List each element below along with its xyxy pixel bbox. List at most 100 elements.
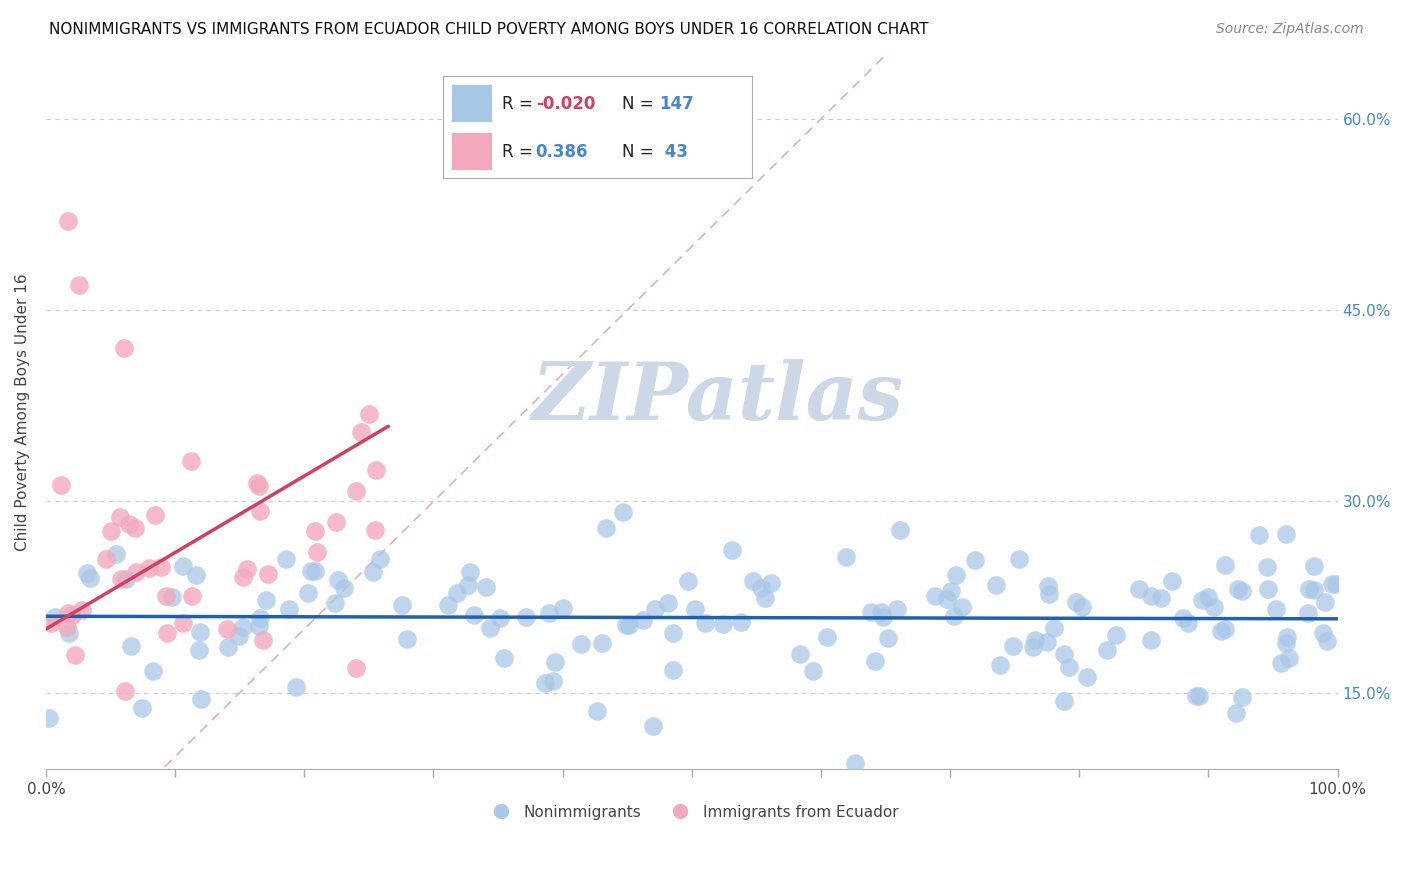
Point [142,664,165,678]
Point [685,602,707,616]
Point [285,680,308,694]
Point [247,479,270,493]
Point [246,476,269,491]
Point [274,552,297,566]
Point [361,565,384,579]
Point [63,648,86,662]
Point [323,596,346,610]
Point [1036,635,1059,649]
Point [586,704,609,718]
Point [172,616,194,631]
Point [326,573,349,587]
Point [149,560,172,574]
Point [1043,621,1066,635]
Point [924,589,946,603]
Point [366,463,388,477]
Point [591,636,613,650]
Point [860,606,883,620]
Point [835,549,858,564]
Text: Source: ZipAtlas.com: Source: ZipAtlas.com [1216,22,1364,37]
Point [1209,624,1232,638]
Point [457,577,479,591]
Point [612,505,634,519]
Point [1257,582,1279,596]
Point [1036,579,1059,593]
Point [232,620,254,634]
Point [1066,595,1088,609]
Point [236,562,259,576]
Point [965,553,987,567]
Point [188,643,211,657]
Point [741,574,763,589]
Legend: Nonimmigrants, Immigrants from Ecuador: Nonimmigrants, Immigrants from Ecuador [479,798,904,826]
Point [754,591,776,606]
Point [215,622,238,636]
Point [333,581,356,595]
Point [1024,633,1046,648]
Point [1298,582,1320,596]
Point [391,599,413,613]
Point [344,660,367,674]
Point [249,611,271,625]
Point [217,640,239,655]
Point [299,564,322,578]
Point [889,523,911,537]
Point [474,580,496,594]
Bar [453,133,492,170]
Point [1071,599,1094,614]
Point [368,552,391,566]
Point [789,647,811,661]
Point [489,610,512,624]
Point [184,568,207,582]
Point [644,602,666,616]
Point [950,600,973,615]
Y-axis label: Child Poverty Among Boys Under 16: Child Poverty Among Boys Under 16 [15,274,30,551]
Point [38,711,60,725]
Point [181,589,204,603]
Point [325,516,347,530]
Point [1053,648,1076,662]
Point [114,683,136,698]
Point [1320,576,1343,591]
Point [79,571,101,585]
Point [124,521,146,535]
Point [817,630,839,644]
Point [155,590,177,604]
Point [721,542,744,557]
Point [1225,706,1247,720]
Point [1312,626,1334,640]
Point [344,484,367,499]
Point [984,578,1007,592]
Point [304,564,326,578]
Point [1315,634,1337,648]
Point [172,559,194,574]
Point [1008,551,1031,566]
Point [156,626,179,640]
Point [1177,616,1199,631]
Point [876,632,898,646]
Point [458,566,481,580]
Text: R =: R = [502,95,537,112]
Point [1230,690,1253,705]
Point [631,613,654,627]
Point [1150,591,1173,606]
Point [1230,584,1253,599]
Point [1277,651,1299,665]
Point [945,568,967,582]
Point [112,342,135,356]
Point [118,516,141,531]
Point [1226,582,1249,596]
Point [872,610,894,624]
Point [479,621,502,635]
Point [662,626,685,640]
Point [1140,632,1163,647]
Point [1270,656,1292,670]
Point [693,616,716,631]
Point [60,608,83,623]
Point [657,596,679,610]
Point [437,598,460,612]
Point [1057,660,1080,674]
Point [124,566,146,580]
Point [138,561,160,575]
Point [537,606,560,620]
